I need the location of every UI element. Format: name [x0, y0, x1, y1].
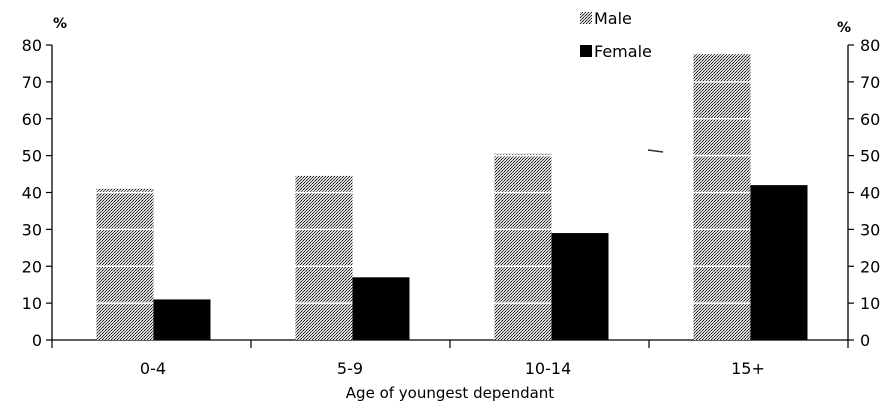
left-tick-label-50: 50 [22, 147, 42, 166]
right-tick-label-60: 60 [860, 110, 880, 129]
left-tick-label-70: 70 [22, 73, 42, 92]
bar-male-5-9 [295, 175, 353, 340]
left-tick-label-0: 0 [32, 331, 42, 350]
legend: Male Female [580, 9, 652, 61]
left-tick-label-80: 80 [22, 36, 42, 55]
left-unit-label: % [53, 16, 67, 32]
bars-group [96, 54, 808, 340]
legend-swatch-female [580, 45, 592, 57]
left-tick-label-10: 10 [22, 294, 42, 313]
stray-dash-mark [647, 149, 664, 153]
right-tick-label-80: 80 [860, 36, 880, 55]
bar-female-5-9 [352, 277, 410, 340]
right-tick-label-20: 20 [860, 257, 880, 276]
category-label-15+: 15+ [731, 359, 765, 378]
left-tick-label-30: 30 [22, 220, 42, 239]
x-axis-title: Age of youngest dependant [346, 384, 555, 402]
bar-male-10-14 [494, 153, 552, 340]
legend-label-male: Male [594, 9, 632, 28]
left-tick-label-20: 20 [22, 257, 42, 276]
bar-female-10-14 [551, 233, 609, 340]
bar-male-15+ [693, 54, 751, 340]
bar-male-0-4 [96, 188, 154, 340]
legend-label-female: Female [594, 42, 652, 61]
right-tick-label-50: 50 [860, 147, 880, 166]
ticks-group: 0 0 10 10 20 20 30 30 40 40 50 50 60 60 70 70 80 80 [22, 36, 881, 350]
left-tick-label-60: 60 [22, 110, 42, 129]
category-label-0-4: 0-4 [140, 359, 166, 378]
right-unit-label: % [837, 20, 851, 36]
right-tick-label-40: 40 [860, 184, 880, 203]
right-tick-label-30: 30 [860, 220, 880, 239]
category-label-5-9: 5-9 [337, 359, 363, 378]
right-tick-label-0: 0 [860, 331, 870, 350]
category-label-10-14: 10-14 [525, 359, 572, 378]
bar-female-15+ [750, 185, 808, 340]
bar-female-0-4 [153, 299, 211, 340]
left-tick-label-40: 40 [22, 184, 42, 203]
legend-swatch-male [580, 12, 592, 24]
right-tick-label-70: 70 [860, 73, 880, 92]
right-tick-label-10: 10 [860, 294, 880, 313]
